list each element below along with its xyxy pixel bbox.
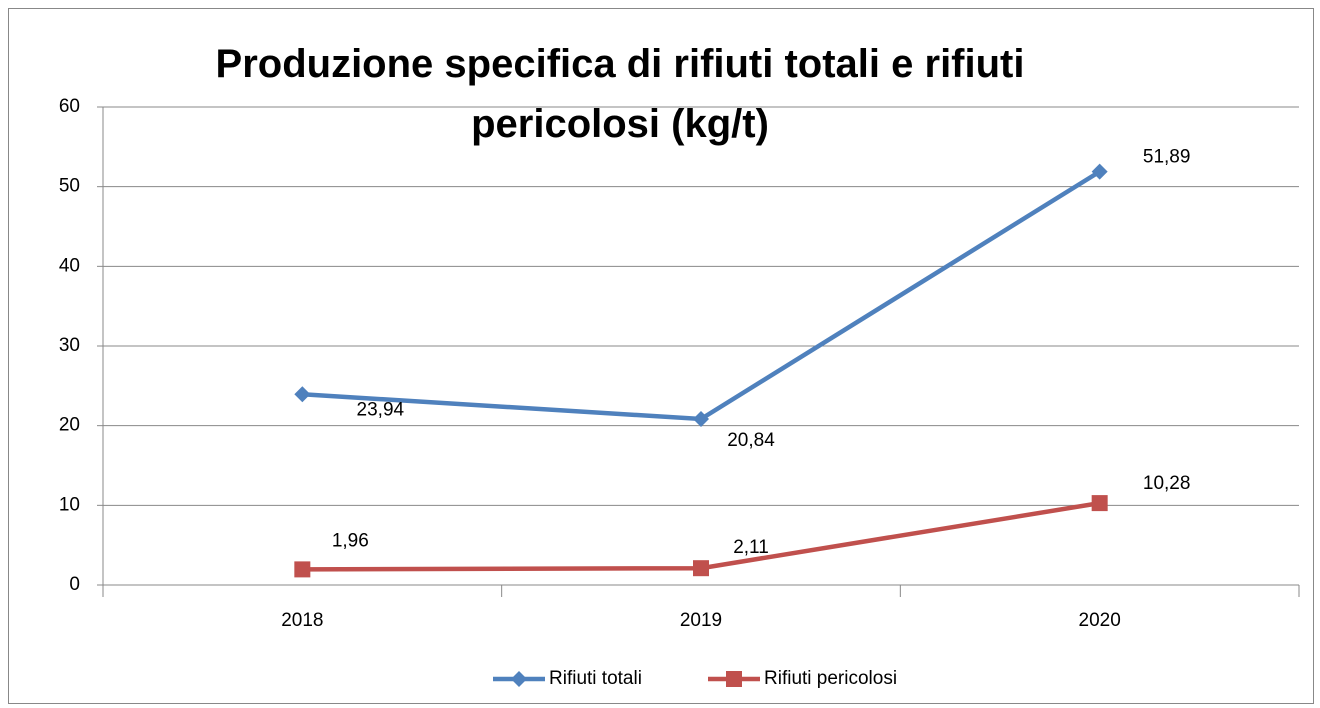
y-tick-label: 10 [59, 494, 80, 515]
chart-title: Produzione specifica di rifiuti totali e… [215, 42, 1025, 146]
data-label: 10,28 [1143, 473, 1191, 494]
point [294, 386, 311, 403]
point [693, 560, 709, 577]
legend-label: Rifiuti pericolosi [764, 668, 897, 689]
data-label: 23,94 [357, 399, 405, 420]
legend-marker [511, 671, 527, 687]
data-label: 2,11 [733, 537, 769, 558]
y-tick-label: 50 [59, 176, 80, 197]
point [1091, 495, 1108, 512]
chart-border [8, 8, 1314, 704]
x-tick-label: 2019 [680, 610, 722, 631]
y-tick-label: 20 [59, 415, 80, 436]
y-tick-label: 40 [59, 255, 80, 276]
legend-label: Rifiuti totali [549, 668, 642, 689]
y-tick-label: 30 [59, 335, 80, 356]
data-label: 20,84 [727, 430, 775, 451]
x-tick-label: 2020 [1079, 610, 1121, 631]
point [693, 410, 709, 427]
data-label: 51,89 [1143, 147, 1191, 168]
y-tick-label: 0 [69, 574, 80, 595]
data-label: 1,96 [332, 530, 369, 551]
x-tick-label: 2018 [281, 610, 323, 631]
point [294, 561, 311, 578]
point [1091, 163, 1108, 180]
y-tick-label: 60 [59, 96, 80, 117]
legend-marker [726, 671, 742, 687]
